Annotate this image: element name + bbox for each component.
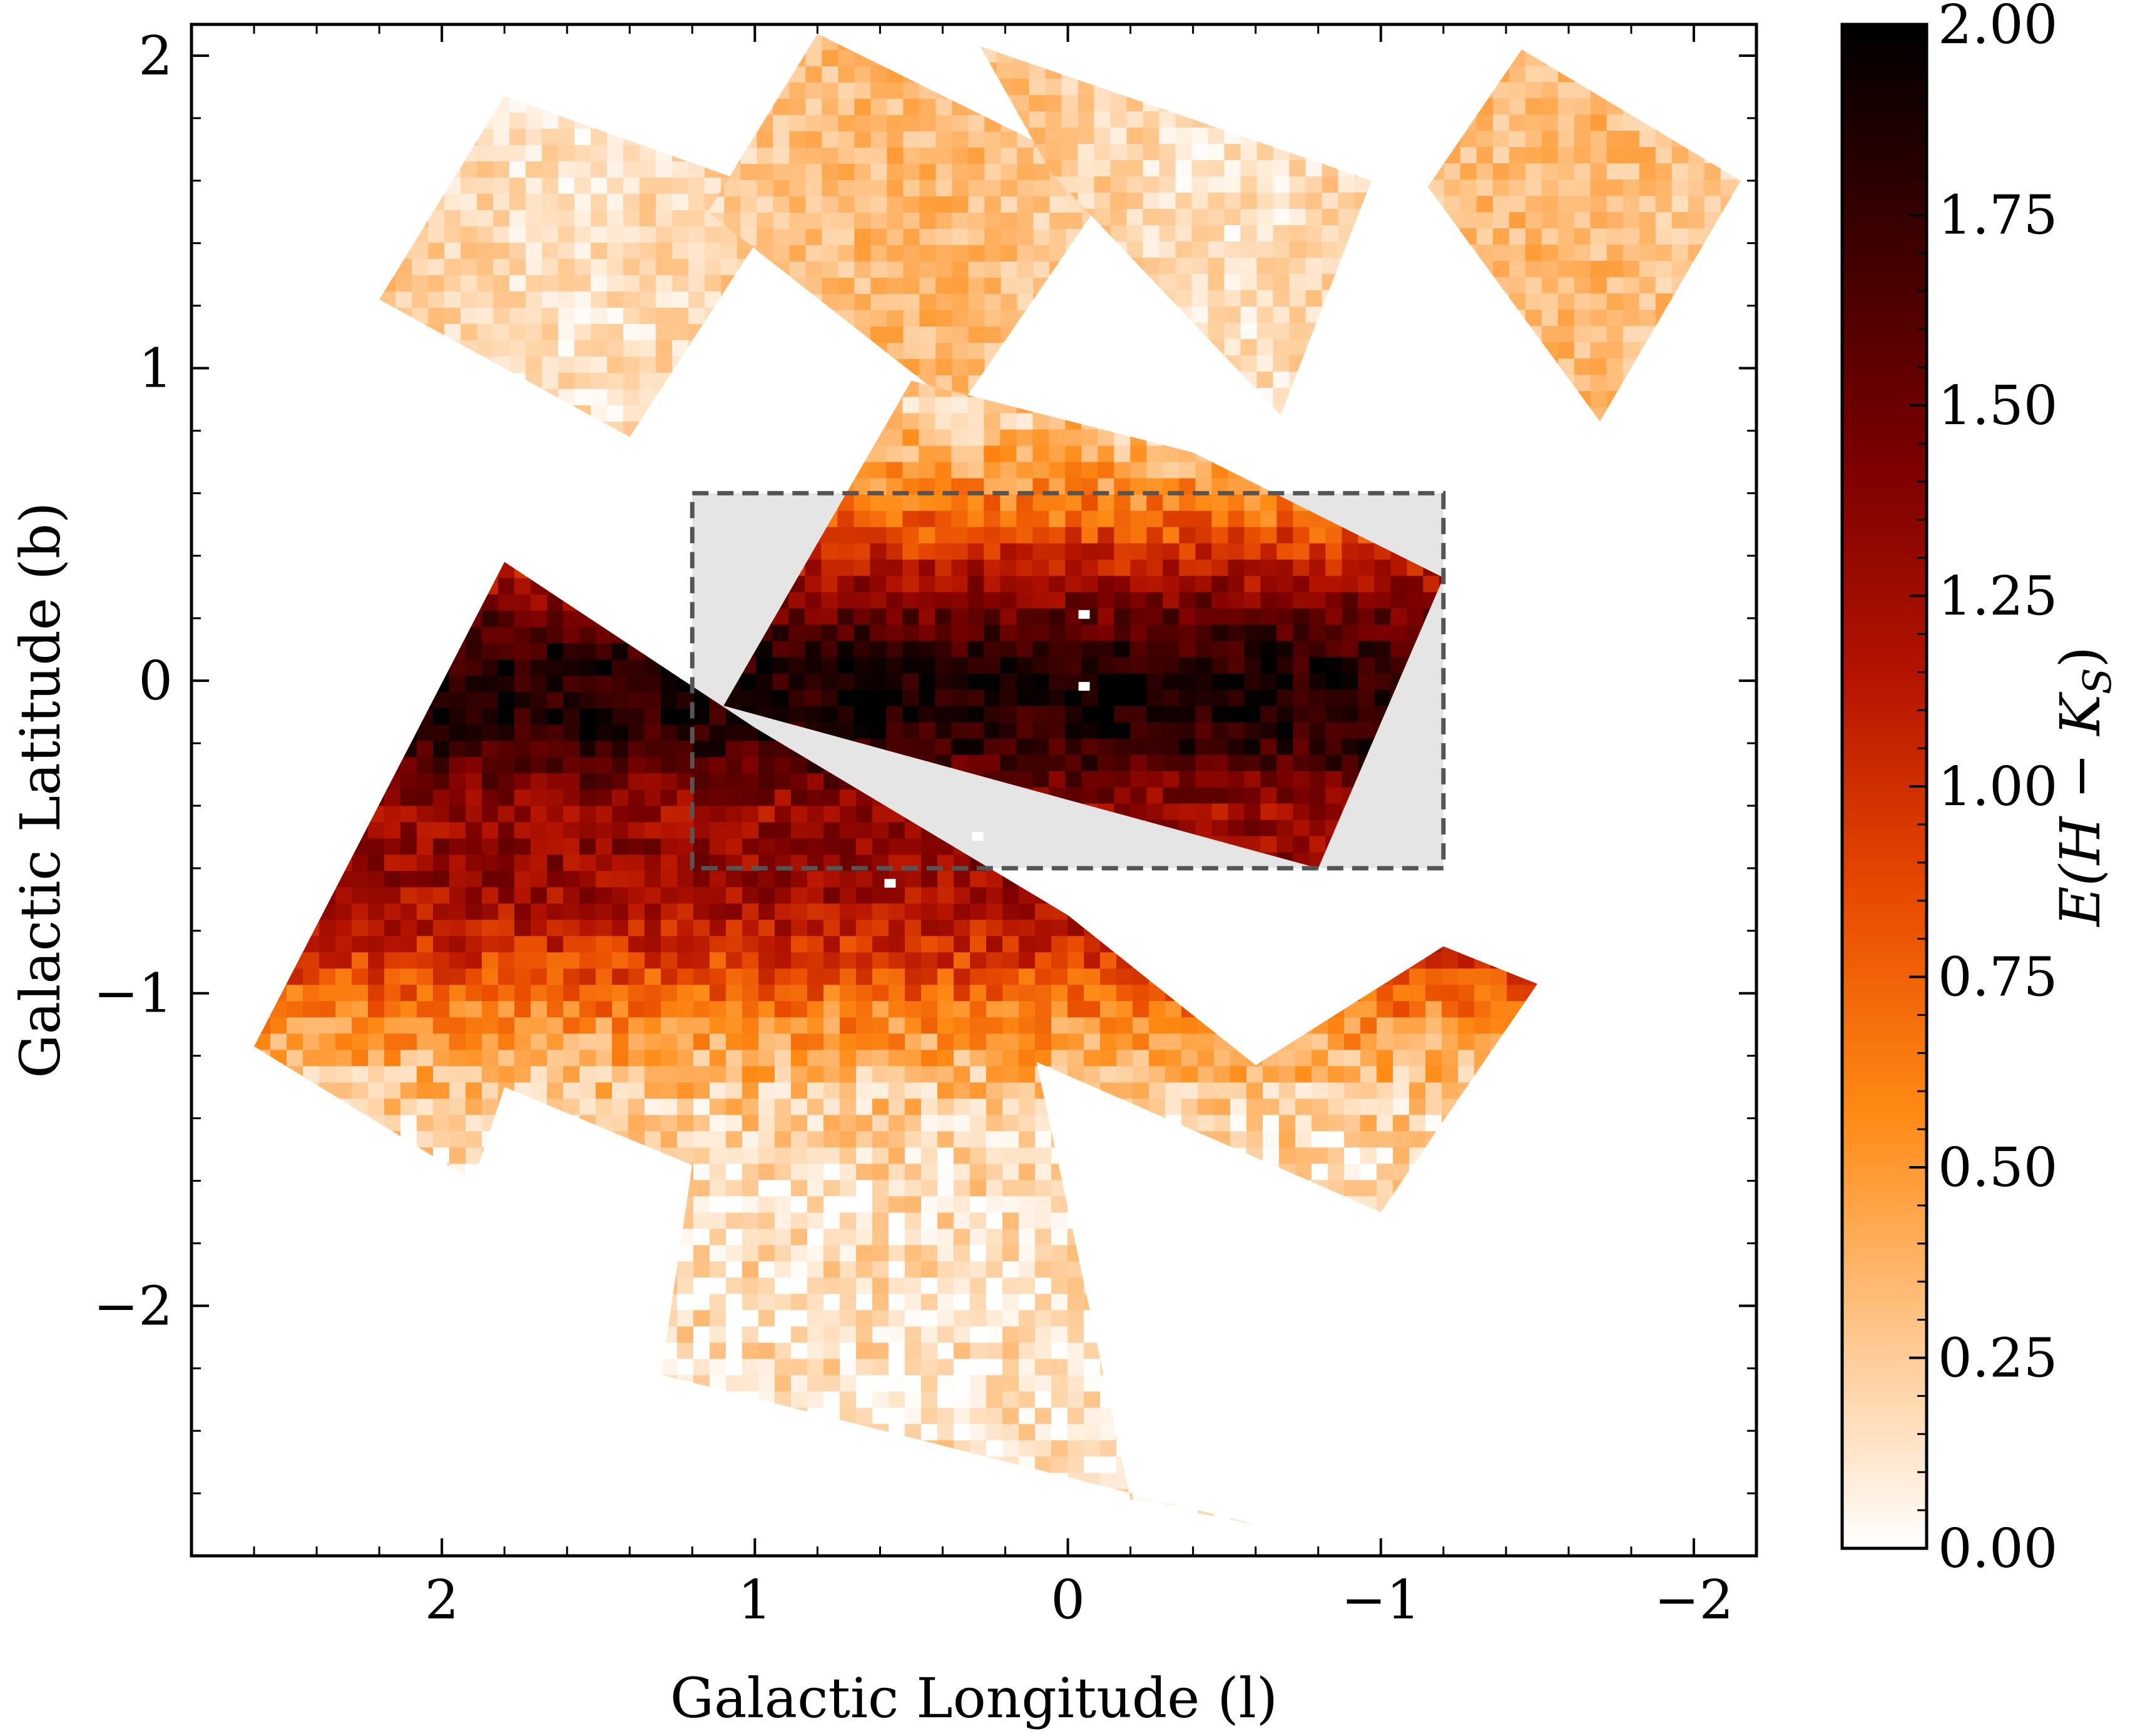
- colorbar: 0.00 0.25 0.50 0.75 1.00 1.25 1.50 1.75 2.00 E(H…: [1840, 0, 2120, 1580]
- colorbar-tick-label: 0.25: [1938, 1327, 2057, 1390]
- masked-spot: [1078, 682, 1090, 691]
- masked-spot: [972, 831, 984, 841]
- plot-area: 2 1 0 −1 −2 2 1 0 −1 −2: [93, 23, 1758, 1632]
- y-tick-label: −1: [93, 963, 173, 1025]
- y-tick-label: 2: [138, 25, 173, 88]
- tile-top-4: [1427, 49, 1741, 422]
- colorbar-tick-label: 1.00: [1938, 756, 2057, 818]
- masked-spot: [884, 878, 896, 888]
- tile-top-1: [379, 96, 787, 437]
- colorbar-tick-label: 0.00: [1938, 1518, 2057, 1580]
- colorbar-ticks: 0.00 0.25 0.50 0.75 1.00 1.25 1.50 1.75 2.00: [1909, 0, 2057, 1580]
- y-axis-ticks: 2 1 0 −1 −2: [93, 25, 1756, 1557]
- y-tick-label: 0: [138, 650, 173, 713]
- colorbar-tick-label: 0.75: [1938, 947, 2057, 1009]
- x-axis-label: Galactic Longitude (l): [670, 1666, 1278, 1730]
- colorbar-tick-label: 0.50: [1938, 1137, 2057, 1199]
- plot-frame: [190, 23, 1758, 1558]
- colorbar-tick-label: 1.25: [1938, 566, 2057, 628]
- x-tick-label: 0: [1051, 1569, 1085, 1632]
- x-axis-ticks: 2 1 0 −1 −2: [190, 24, 1734, 1632]
- highlight-box-outline: [690, 490, 1446, 871]
- x-tick-label: 1: [738, 1569, 772, 1632]
- colorbar-tick-label: 1.50: [1938, 375, 2057, 437]
- y-axis-label: Galactic Latitude (b): [8, 502, 73, 1078]
- x-tick-label: −2: [1654, 1569, 1734, 1632]
- x-tick-label: 2: [425, 1569, 459, 1632]
- x-tick-label: −1: [1341, 1569, 1420, 1632]
- axes-frame: [190, 23, 1758, 1558]
- y-tick-label: 1: [138, 338, 173, 400]
- masked-spot: [1078, 610, 1090, 619]
- heatmap-tiles: [254, 33, 1741, 1525]
- colorbar-label: E(H − KS): [2048, 646, 2120, 928]
- y-tick-label: −2: [93, 1275, 173, 1338]
- colorbar-tick-label: 1.75: [1938, 185, 2057, 247]
- y-axis-label-text: Galactic Latitude (b): [8, 502, 73, 1078]
- colorbar-tick-label: 2.00: [1938, 0, 2057, 56]
- x-axis-label-text: Galactic Longitude (l): [670, 1666, 1278, 1730]
